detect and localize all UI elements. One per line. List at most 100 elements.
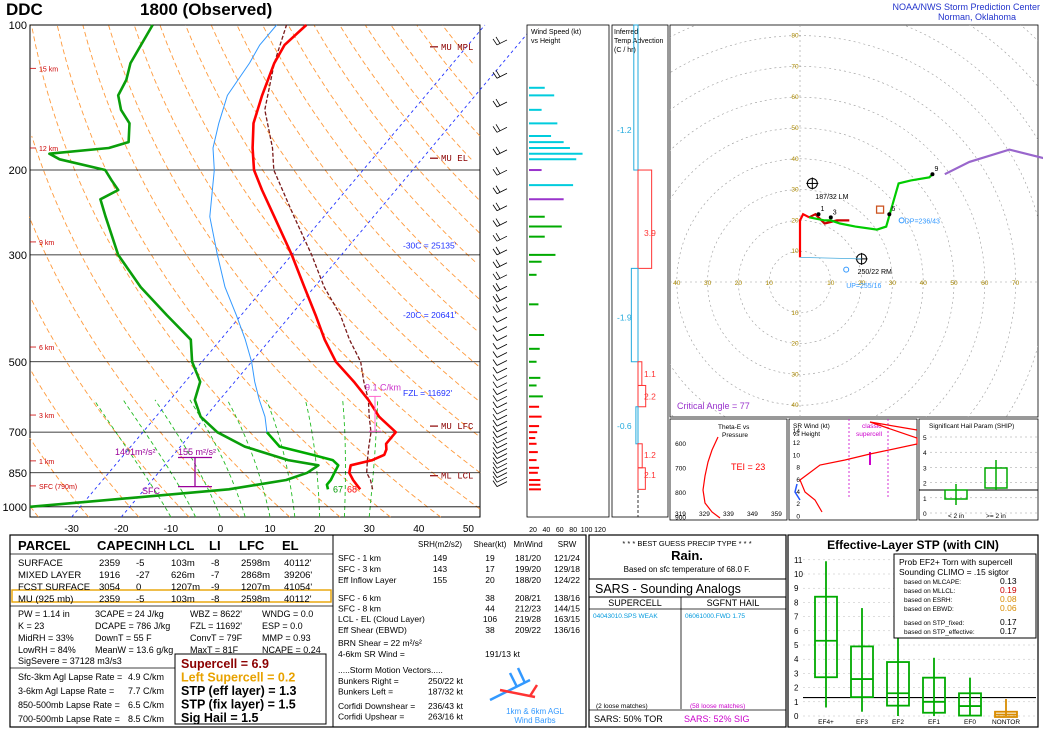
sr-wind-height-tick: 4 bbox=[796, 489, 800, 496]
skew-t-diagram: 100 200 300 500 700 850 1000 -30 -20 -10 0 10 20 30 4… bbox=[3, 20, 535, 535]
pressure-tick-label: 300 bbox=[9, 250, 27, 262]
wind-barb-staff bbox=[496, 476, 508, 483]
precip-sars-panel: * * * BEST GUESS PRECIP TYPE * * * Rain.… bbox=[588, 534, 787, 728]
wind-barb-flag bbox=[492, 436, 498, 444]
kin-shear: 38 bbox=[485, 593, 495, 603]
hodograph-height-label: 1 bbox=[820, 206, 824, 213]
hodograph-height-dot bbox=[816, 212, 821, 217]
wind-barb-staff bbox=[496, 453, 508, 459]
stp-category: EF0 bbox=[964, 719, 976, 726]
theta-x-tick: 329 bbox=[699, 511, 710, 518]
moist-adiabat bbox=[342, 399, 346, 518]
kin-srw: 124/22 bbox=[554, 575, 580, 585]
bunkers-right-label: 250/22 RM bbox=[858, 269, 892, 276]
kin-srh: 155 bbox=[433, 575, 447, 585]
temp-tick-label: -20 bbox=[114, 524, 129, 535]
hodograph-u-label: 60 bbox=[981, 280, 989, 287]
kin-shear: 19 bbox=[485, 553, 495, 563]
stp-category: NONTOR bbox=[992, 719, 1020, 726]
composite-index: STP (fix layer) = 1.5 bbox=[181, 698, 296, 712]
dry-adiabat bbox=[133, 24, 481, 474]
temp-adv-label: -1.9 bbox=[617, 313, 632, 323]
wind-speed-panel: Wind Speed (kt) vs Height 20 40 60 80 100 120 bbox=[526, 24, 610, 534]
kin-header: MnWind bbox=[513, 540, 542, 549]
sr-wind-height-tick: 8 bbox=[796, 465, 800, 472]
kin-shear: 44 bbox=[485, 604, 495, 614]
sars-hail-entry: 06061000.FWD 1.75 bbox=[685, 613, 745, 620]
wind-barb-staff bbox=[496, 389, 508, 395]
wind-speed-title: Wind Speed (kt) bbox=[531, 29, 581, 36]
temp-adv-bar bbox=[633, 24, 639, 171]
wind-barb-flag bbox=[492, 462, 498, 469]
wind-barb-staff bbox=[496, 382, 508, 389]
legend-barb-6km-flag bbox=[508, 672, 519, 688]
temp-adv-bar bbox=[637, 384, 647, 408]
temp-adv-label: 2.2 bbox=[644, 391, 656, 401]
kin-meanwind: 208/21 bbox=[515, 593, 541, 603]
ship-y-tick: 2 bbox=[923, 481, 927, 488]
sars-title-box bbox=[588, 578, 787, 598]
moist-adiabat bbox=[189, 399, 246, 518]
sr-wind-height-tick: 6 bbox=[796, 477, 800, 484]
srh-label: 1401m²/s² bbox=[115, 447, 156, 457]
hodograph-trace-upper bbox=[944, 148, 1043, 176]
stp-prob-title2: Sounding CLIMO = .15 sigtor bbox=[899, 567, 1009, 577]
stp-category: EF3 bbox=[856, 719, 868, 726]
parcel-cell: -9 bbox=[211, 582, 219, 593]
hodograph-v-label: 20 bbox=[791, 217, 799, 224]
sars-loose1: (2 loose matches) bbox=[596, 703, 648, 710]
wind-barb-flag bbox=[492, 359, 498, 366]
temp-adv-title1: Inferred bbox=[614, 29, 638, 36]
kin-srw: 129/18 bbox=[554, 564, 580, 574]
wind-barb-staff bbox=[496, 395, 508, 402]
height-label: 15 km bbox=[39, 66, 58, 73]
wind-barb-flag bbox=[492, 480, 498, 487]
hodograph-trace-6-9km bbox=[891, 173, 934, 206]
wind-barb-staff bbox=[496, 426, 508, 433]
temp-tick-label: -10 bbox=[164, 524, 179, 535]
wind-speed-tick: 60 bbox=[556, 527, 564, 534]
kin-srh: 149 bbox=[433, 553, 447, 563]
wind-barb-flag bbox=[492, 475, 498, 483]
pressure-tick-label: 100 bbox=[9, 20, 27, 32]
kin-srw: 144/15 bbox=[554, 604, 580, 614]
wind-barb-flag bbox=[492, 325, 498, 332]
hodograph-u-label: 30 bbox=[889, 280, 897, 287]
wind-barb-staff bbox=[496, 72, 508, 79]
stp-prob-label: based on STP_fixed: bbox=[904, 620, 965, 627]
wind-barb-flag bbox=[492, 316, 498, 323]
wind-barb-flag bbox=[495, 70, 501, 77]
temp-advection-panel: Inferred Temp Advection (C / hr) -1.2 3.9… bbox=[611, 24, 669, 518]
wind-barb-flag bbox=[492, 413, 498, 421]
stp-box bbox=[850, 645, 874, 699]
wind-barb-flag bbox=[495, 98, 501, 106]
storm-motion-label: Bunkers Left = bbox=[338, 687, 393, 697]
parcel-cell: 2359 bbox=[99, 594, 120, 605]
wind-barb-flag bbox=[495, 202, 501, 210]
wind-barb-staff bbox=[496, 296, 508, 303]
parcel-header: EL bbox=[282, 538, 299, 553]
parcel-cell: 41054' bbox=[284, 582, 312, 593]
wind-barb-flag bbox=[492, 431, 498, 438]
wind-barb-flag bbox=[492, 374, 498, 381]
wind-barb-flag bbox=[492, 466, 498, 474]
moist-adiabat bbox=[122, 399, 197, 518]
parcel-cell: -5 bbox=[136, 594, 144, 605]
hodograph-u-label: 70 bbox=[1012, 280, 1020, 287]
hodograph-panel: 4030201010203040506070808070605040302010… bbox=[669, 24, 1043, 418]
precip-title: * * * BEST GUESS PRECIP TYPE * * * bbox=[622, 539, 751, 548]
hodograph-u-label: 10 bbox=[827, 280, 835, 287]
hodograph-height-label: 6 bbox=[891, 206, 895, 213]
stp-y-tick: 2 bbox=[794, 684, 799, 693]
kin-meanwind: 219/28 bbox=[515, 614, 541, 624]
corfidi-downshear-marker bbox=[898, 217, 905, 224]
wind-barb-staff bbox=[496, 126, 508, 133]
kin-header: SRW bbox=[558, 540, 577, 549]
hodograph-v-label: 40 bbox=[791, 402, 799, 409]
wind-barb-staff bbox=[496, 458, 508, 464]
parcel-cell: MU (925 mb) bbox=[18, 594, 73, 605]
stp-prob-label: based on MLCAPE: bbox=[904, 579, 961, 586]
dry-adiabat bbox=[287, 24, 476, 263]
stp-category: EF1 bbox=[928, 719, 940, 726]
